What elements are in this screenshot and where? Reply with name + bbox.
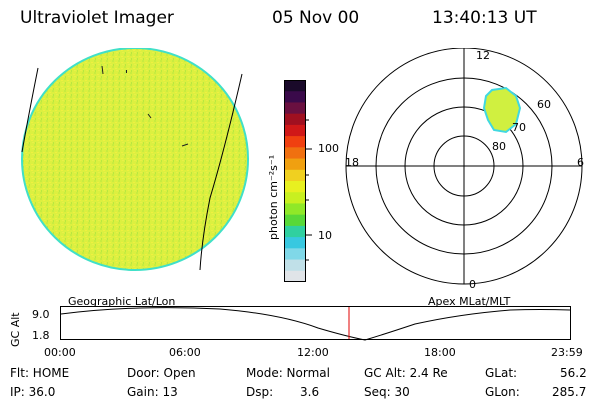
- timeline-xtick-4: 23:59: [551, 346, 583, 359]
- timeline-xtick-2: 12:00: [297, 346, 329, 359]
- colorbar-swatch: [284, 102, 306, 115]
- status-flt: Flt: HOME: [10, 366, 70, 380]
- colorbar-tick-100: 100: [318, 142, 339, 155]
- colorbar-swatch: [284, 237, 306, 249]
- timeline-ytick-bottom: 1.8: [32, 329, 50, 342]
- timeline-xtick-0: 00:00: [44, 346, 76, 359]
- mlt-label-0: 0: [469, 278, 476, 291]
- status-glon-label: GLon:: [485, 385, 520, 399]
- status-glon-value: 285.7: [552, 385, 587, 399]
- status-dsp-value: 3.6: [300, 385, 320, 399]
- geographic-image: [21, 48, 249, 271]
- colorbar: [284, 80, 306, 282]
- status-gc-alt: GC Alt: 2.4 Re: [364, 366, 448, 380]
- mlat-label-60: 60: [537, 98, 551, 111]
- time-label: 13:40:13 UT: [432, 8, 537, 28]
- status-mode: Mode: Normal: [246, 366, 330, 380]
- colorbar-swatch: [284, 124, 306, 137]
- altitude-timeline: [60, 306, 571, 341]
- earth-disc: [21, 48, 249, 271]
- apex-panel-label: Apex MLat/MLT: [428, 295, 511, 308]
- status-seq: Seq: 30: [364, 385, 410, 399]
- colorbar-tick-marks: [306, 119, 312, 261]
- colorbar-swatch: [284, 147, 306, 160]
- colorbar-unit-label: photon cm⁻²s⁻¹: [267, 154, 280, 240]
- status-ip: IP: 36.0: [10, 385, 56, 399]
- colorbar-swatch: [284, 80, 306, 92]
- timeline-ylabel: GC Alt: [9, 312, 22, 347]
- colorbar-tick-10: 10: [318, 229, 332, 242]
- colorbar-swatch: [284, 248, 306, 261]
- speck: [101, 65, 104, 75]
- speck: [147, 113, 152, 119]
- colorbar-swatch: [284, 91, 306, 103]
- status-glat-value: 56.2: [560, 366, 587, 380]
- timeline-xtick-1: 06:00: [169, 346, 201, 359]
- colorbar-swatch: [284, 203, 306, 216]
- colorbar-swatch: [284, 136, 306, 148]
- date-label: 05 Nov 00: [272, 8, 360, 28]
- colorbar-swatch: [284, 181, 306, 193]
- colorbar-swatch: [284, 113, 306, 126]
- colorbar-swatch: [284, 214, 306, 227]
- speck: [181, 143, 189, 147]
- status-door: Door: Open: [127, 366, 196, 380]
- geographic-panel-label: Geographic Lat/Lon: [68, 295, 176, 308]
- mlat-label-70: 70: [512, 121, 526, 134]
- terminator-line-right: [199, 73, 243, 271]
- app-title: Ultraviolet Imager: [20, 8, 174, 28]
- colorbar-swatch: [284, 259, 306, 272]
- status-glat-label: GLat:: [485, 366, 518, 380]
- timeline-ytick-top: 9.0: [32, 308, 50, 321]
- polar-plot: [345, 48, 583, 285]
- colorbar-swatch: [284, 270, 306, 282]
- colorbar-swatch: [284, 192, 306, 204]
- mlt-label-12: 12: [476, 49, 490, 62]
- timeline-xtick-3: 18:00: [424, 346, 456, 359]
- altitude-curve: [60, 307, 571, 341]
- status-gain: Gain: 13: [127, 385, 178, 399]
- auroral-blob: [482, 86, 522, 134]
- status-dsp-label: Dsp:: [246, 385, 274, 399]
- colorbar-swatch: [284, 169, 306, 182]
- colorbar-swatch: [284, 225, 306, 238]
- mlt-label-18: 18: [345, 156, 359, 169]
- colorbar-swatch: [284, 158, 306, 171]
- mlat-label-80: 80: [492, 140, 506, 153]
- mlt-label-6: 6: [577, 156, 584, 169]
- terminator-line-left: [21, 67, 39, 153]
- speck: [126, 70, 127, 73]
- colorbar-border: [284, 80, 306, 282]
